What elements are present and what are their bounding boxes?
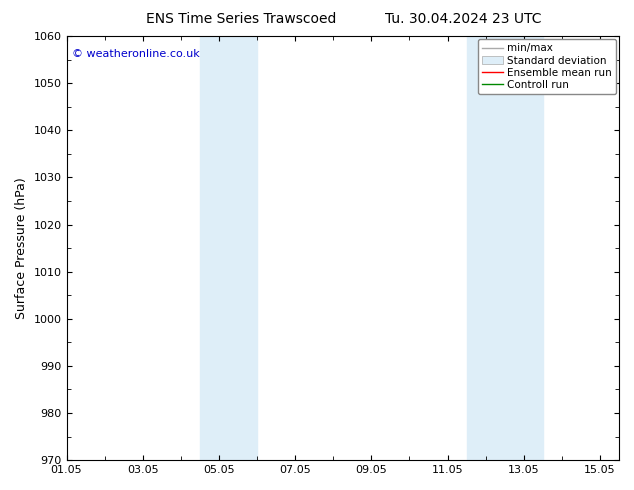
Text: ENS Time Series Trawscoed: ENS Time Series Trawscoed xyxy=(146,12,336,26)
Bar xyxy=(200,36,257,460)
Bar xyxy=(467,36,543,460)
Legend: min/max, Standard deviation, Ensemble mean run, Controll run: min/max, Standard deviation, Ensemble me… xyxy=(478,39,616,94)
Text: © weatheronline.co.uk: © weatheronline.co.uk xyxy=(72,49,200,59)
Y-axis label: Surface Pressure (hPa): Surface Pressure (hPa) xyxy=(15,177,28,319)
Text: Tu. 30.04.2024 23 UTC: Tu. 30.04.2024 23 UTC xyxy=(385,12,541,26)
